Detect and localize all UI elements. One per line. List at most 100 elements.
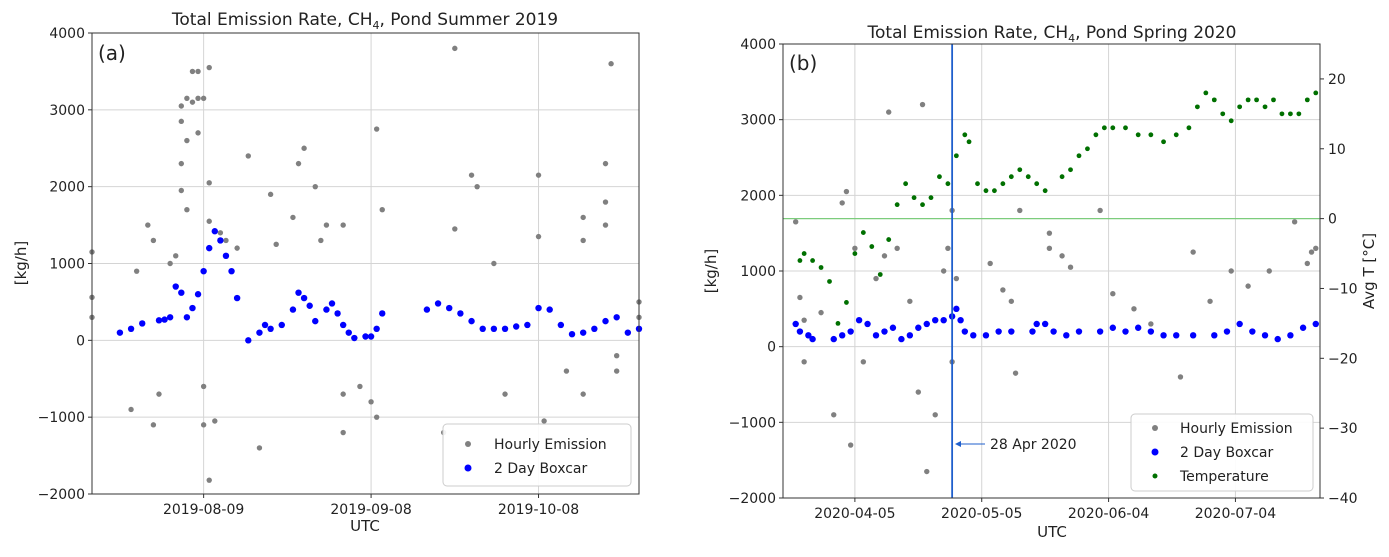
- boxcar-point: [957, 316, 964, 324]
- temperature-point: [860, 230, 866, 235]
- boxcar-point: [267, 325, 274, 333]
- temperature-point: [877, 272, 883, 277]
- x-tick-label: 2020-04-05: [814, 506, 895, 522]
- panel-a-xlabel: UTC: [350, 517, 380, 535]
- temperature-point: [1194, 104, 1200, 110]
- panel-a-legend-boxcar-marker: [464, 464, 472, 472]
- hourly-emission-point: [312, 183, 318, 190]
- temperature-point: [1304, 97, 1310, 103]
- temperature-point: [1042, 188, 1048, 194]
- temperature-point: [1271, 97, 1276, 103]
- boxcar-point: [468, 317, 475, 325]
- x-tick-label: 2019-08-09: [163, 502, 244, 518]
- hourly-emission-point: [801, 359, 807, 365]
- boxcar-point: [289, 306, 297, 313]
- panel-a-boxcar-points: [116, 228, 643, 344]
- hourly-emission-point: [323, 222, 330, 228]
- temperature-point: [966, 139, 972, 145]
- boxcar-point: [362, 333, 369, 340]
- boxcar-point: [524, 321, 531, 329]
- boxcar-point: [1299, 324, 1307, 331]
- boxcar-point: [295, 289, 302, 296]
- hourly-emission-point: [1067, 264, 1074, 270]
- boxcar-point: [300, 294, 308, 302]
- boxcar-point: [805, 332, 812, 339]
- temperature-point: [992, 188, 997, 194]
- hourly-emission-point: [491, 260, 497, 267]
- hourly-emission-point: [1190, 249, 1196, 255]
- boxcar-point: [222, 252, 230, 260]
- hourly-emission-point: [200, 422, 207, 428]
- hourly-emission-point: [167, 260, 173, 267]
- hourly-emission-point: [535, 233, 542, 240]
- boxcar-point: [256, 329, 263, 336]
- hourly-emission-point: [1266, 268, 1272, 274]
- boxcar-point: [479, 325, 486, 333]
- hourly-emission-point: [206, 218, 212, 224]
- panel-a-ylabel: [kg/h]: [12, 241, 30, 285]
- panel-b-tag: (b): [789, 51, 817, 75]
- hourly-emission-point: [1304, 260, 1311, 267]
- temperature-point: [1025, 174, 1031, 180]
- panel-b-temperature-points: [797, 90, 1319, 326]
- boxcar-point: [228, 267, 235, 275]
- hourly-emission-point: [223, 237, 229, 244]
- panel-a-legend-box: [442, 423, 632, 487]
- hourly-emission-point: [945, 245, 951, 251]
- hourly-emission-point: [907, 298, 913, 304]
- temperature-point: [1123, 125, 1128, 131]
- hourly-emission-point: [452, 45, 458, 52]
- hourly-emission-point: [318, 237, 324, 244]
- hourly-emission-point: [195, 68, 201, 75]
- boxcar-point: [127, 325, 135, 333]
- y-tick-label: −2000: [729, 491, 776, 507]
- hourly-emission-point: [847, 442, 854, 448]
- hourly-emission-point: [340, 429, 346, 436]
- hourly-emission-point: [178, 118, 185, 125]
- hourly-emission-point: [195, 130, 201, 136]
- boxcar-point: [1134, 324, 1142, 331]
- temperature-point: [1101, 125, 1107, 131]
- temperature-point: [1173, 132, 1179, 138]
- temperature-point: [1228, 118, 1234, 124]
- temperature-point: [1211, 97, 1217, 103]
- temperature-point: [801, 251, 807, 256]
- boxcar-point: [1160, 332, 1167, 339]
- boxcar-point: [881, 328, 888, 335]
- boxcar-point: [624, 329, 632, 336]
- temperature-point: [945, 181, 951, 187]
- hourly-emission-point: [1000, 287, 1006, 293]
- y2-tick-label: −10: [1328, 281, 1358, 297]
- boxcar-point: [373, 325, 380, 333]
- boxcar-point: [245, 337, 252, 344]
- boxcar-point: [1033, 320, 1040, 328]
- hourly-emission-point: [792, 219, 799, 225]
- boxcar-point: [278, 321, 285, 329]
- panel-a-title: Total Emission Rate, CH4, Pond Summer 20…: [171, 10, 558, 32]
- temperature-point: [1262, 104, 1268, 110]
- boxcar-point: [446, 304, 453, 312]
- y2-tick-label: 10: [1328, 142, 1346, 158]
- panel-b-annotation: 28 Apr 2020: [955, 437, 1077, 453]
- panel-b: −2000 −1000 0 1000 2000 3000 4000 −40 −30 −20 −10…: [702, 23, 1378, 541]
- y2-tick-label: 0: [1328, 212, 1337, 228]
- boxcar-point: [1236, 320, 1243, 328]
- x-tick-label: 2020-05-05: [941, 506, 1022, 522]
- hourly-emission-point: [881, 253, 888, 259]
- y-tick-label: 2000: [49, 180, 85, 196]
- temperature-point: [962, 132, 968, 138]
- hourly-emission-point: [200, 383, 207, 390]
- y-tick-label: −2000: [38, 487, 85, 503]
- boxcar-point: [1287, 332, 1294, 339]
- temperature-point: [1237, 104, 1243, 110]
- boxcar-point: [379, 310, 386, 317]
- hourly-emission-point: [915, 389, 922, 395]
- temperature-point: [937, 174, 942, 180]
- hourly-emission-point: [1110, 291, 1116, 297]
- boxcar-point: [1274, 335, 1281, 343]
- boxcar-point: [792, 320, 799, 328]
- temperature-point: [1288, 111, 1293, 117]
- boxcar-point: [457, 310, 464, 317]
- temperature-point: [1008, 174, 1014, 180]
